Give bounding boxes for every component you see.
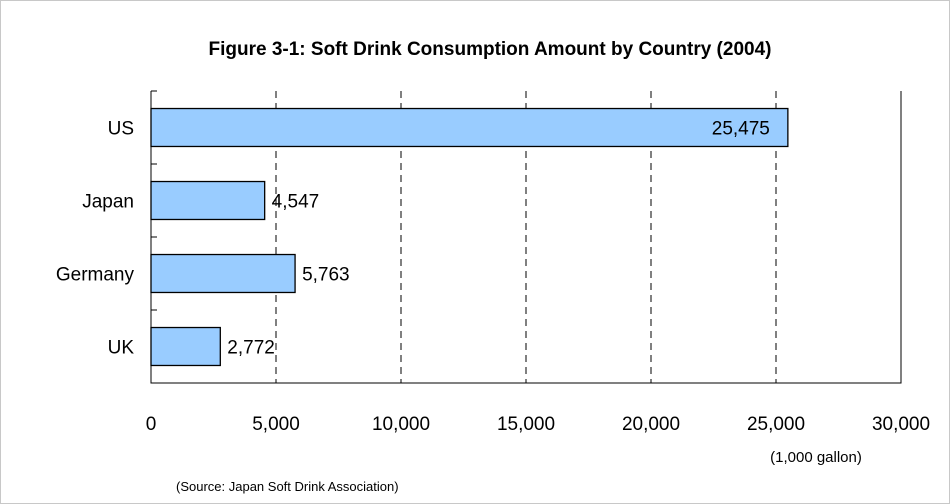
bar-japan [150, 180, 266, 221]
unit-label: (1,000 gallon) [770, 449, 862, 466]
x-tick-label-0: 0 [146, 414, 157, 435]
x-tick-label-5: 25,000 [747, 414, 805, 435]
bar-uk [150, 326, 221, 367]
data-label-uk: 2,772 [227, 338, 275, 359]
axes [150, 90, 902, 384]
data-label-us: 25,475 [712, 119, 770, 140]
bar-us [150, 107, 789, 148]
x-tick-label-4: 20,000 [622, 414, 680, 435]
x-tick-label-6: 30,000 [872, 414, 930, 435]
category-label-uk: UK [108, 338, 135, 359]
labels: US 25,475 Japan 4,547 Germany 5,763 UK 2,772 0 5,… [56, 119, 930, 436]
data-label-germany: 5,763 [302, 265, 350, 286]
source-note: (Source: Japan Soft Drink Association) [176, 479, 399, 494]
x-tick-label-2: 10,000 [372, 414, 430, 435]
category-label-japan: Japan [82, 192, 134, 213]
bars [150, 107, 789, 367]
x-tick-label-3: 15,000 [497, 414, 555, 435]
category-label-germany: Germany [56, 265, 135, 286]
category-label-us: US [108, 119, 134, 140]
bar-germany [150, 253, 296, 294]
chart-title: Figure 3-1: Soft Drink Consumption Amoun… [209, 39, 772, 60]
x-tick-label-1: 5,000 [252, 414, 300, 435]
data-label-japan: 4,547 [272, 192, 320, 213]
